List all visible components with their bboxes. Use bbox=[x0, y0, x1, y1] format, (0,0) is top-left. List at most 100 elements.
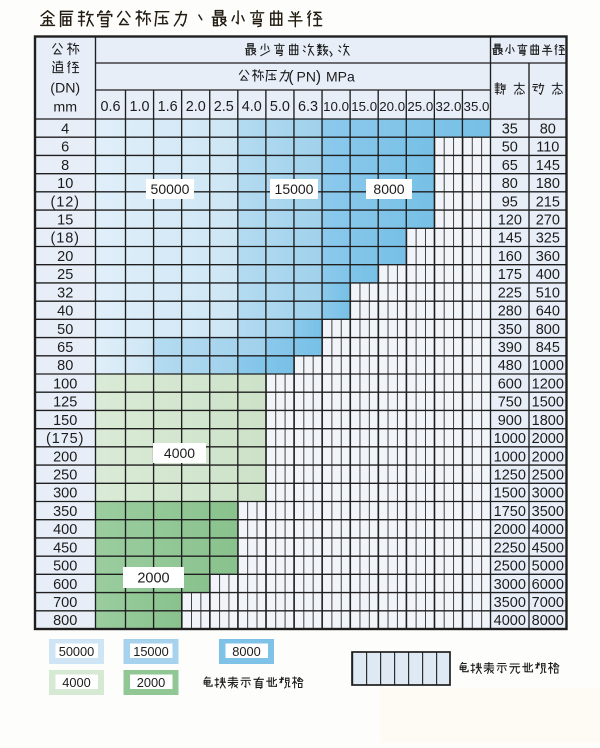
svg-text:280: 280 bbox=[498, 304, 522, 320]
svg-text:65: 65 bbox=[502, 158, 518, 174]
svg-text:2000: 2000 bbox=[494, 522, 526, 538]
svg-text:1500: 1500 bbox=[494, 486, 526, 502]
svg-text:3000: 3000 bbox=[494, 577, 526, 593]
svg-text:360: 360 bbox=[536, 249, 560, 265]
svg-text:1250: 1250 bbox=[494, 468, 526, 484]
svg-text:8000: 8000 bbox=[532, 613, 564, 629]
svg-text:160: 160 bbox=[498, 249, 522, 265]
svg-text:350: 350 bbox=[53, 504, 77, 520]
svg-text:(DN): (DN) bbox=[50, 81, 80, 97]
svg-text:450: 450 bbox=[53, 540, 77, 556]
svg-text:4000: 4000 bbox=[62, 675, 90, 690]
svg-text:(175): (175) bbox=[46, 431, 84, 447]
svg-text:4: 4 bbox=[61, 121, 69, 137]
svg-text:2.0: 2.0 bbox=[186, 99, 206, 115]
svg-text:100: 100 bbox=[53, 376, 77, 392]
svg-text:110: 110 bbox=[536, 140, 559, 156]
svg-text:1000: 1000 bbox=[494, 431, 526, 447]
svg-text:4000: 4000 bbox=[494, 613, 526, 629]
svg-text:95: 95 bbox=[502, 194, 518, 210]
svg-text:325: 325 bbox=[536, 231, 560, 247]
svg-text:4.0: 4.0 bbox=[242, 99, 262, 115]
svg-text:300: 300 bbox=[53, 486, 77, 502]
svg-text:270: 270 bbox=[536, 213, 560, 229]
svg-text:): ) bbox=[316, 69, 321, 86]
svg-text:845: 845 bbox=[536, 340, 560, 356]
svg-text:150: 150 bbox=[53, 413, 77, 429]
svg-text:500: 500 bbox=[53, 559, 77, 575]
svg-text:65: 65 bbox=[57, 340, 73, 356]
svg-text:8000: 8000 bbox=[232, 644, 260, 659]
svg-text:3500: 3500 bbox=[532, 504, 564, 520]
svg-text:40: 40 bbox=[57, 304, 73, 320]
svg-text:2.5: 2.5 bbox=[214, 99, 234, 115]
svg-text:2500: 2500 bbox=[532, 468, 564, 484]
svg-text:640: 640 bbox=[536, 304, 560, 320]
svg-text:8000: 8000 bbox=[373, 181, 404, 197]
svg-text:4500: 4500 bbox=[532, 540, 564, 556]
svg-text:80: 80 bbox=[502, 176, 518, 192]
svg-text:175: 175 bbox=[498, 267, 522, 283]
svg-text:15: 15 bbox=[57, 213, 73, 229]
svg-text:(: ( bbox=[288, 69, 294, 86]
svg-text:900: 900 bbox=[498, 413, 522, 429]
svg-text:25: 25 bbox=[57, 267, 73, 283]
svg-text:1500: 1500 bbox=[532, 395, 564, 411]
svg-text:10: 10 bbox=[57, 176, 73, 192]
svg-text:10.0: 10.0 bbox=[323, 99, 349, 114]
svg-text:MPa: MPa bbox=[326, 68, 355, 84]
svg-text:6000: 6000 bbox=[532, 577, 564, 593]
svg-text:15000: 15000 bbox=[275, 181, 314, 197]
svg-text:1.6: 1.6 bbox=[158, 99, 178, 115]
svg-text:50000: 50000 bbox=[151, 181, 190, 197]
svg-text:2250: 2250 bbox=[494, 540, 526, 556]
svg-text:1000: 1000 bbox=[532, 358, 564, 374]
svg-text:5000: 5000 bbox=[532, 559, 564, 575]
svg-text:145: 145 bbox=[536, 158, 560, 174]
svg-text:3000: 3000 bbox=[532, 486, 564, 502]
svg-text:200: 200 bbox=[53, 449, 77, 465]
svg-text:25.0: 25.0 bbox=[407, 99, 433, 114]
svg-text:(12): (12) bbox=[51, 194, 80, 210]
svg-text:1750: 1750 bbox=[494, 504, 526, 520]
svg-text:700: 700 bbox=[53, 595, 77, 611]
svg-text:1000: 1000 bbox=[494, 449, 526, 465]
svg-text:800: 800 bbox=[53, 613, 77, 629]
svg-text:390: 390 bbox=[498, 340, 522, 356]
svg-text:6: 6 bbox=[61, 140, 69, 156]
svg-text:3500: 3500 bbox=[494, 595, 526, 611]
svg-text:120: 120 bbox=[498, 213, 522, 229]
svg-text:215: 215 bbox=[536, 194, 560, 210]
svg-text:180: 180 bbox=[536, 176, 560, 192]
svg-text:mm: mm bbox=[53, 100, 77, 116]
svg-text:35: 35 bbox=[502, 121, 518, 137]
svg-text:800: 800 bbox=[536, 322, 560, 338]
svg-text:125: 125 bbox=[53, 395, 77, 411]
svg-text:80: 80 bbox=[540, 121, 556, 137]
svg-text:1200: 1200 bbox=[532, 376, 564, 392]
svg-text:2500: 2500 bbox=[494, 559, 526, 575]
svg-text:2000: 2000 bbox=[137, 570, 169, 586]
svg-text:145: 145 bbox=[498, 231, 522, 247]
svg-text:1800: 1800 bbox=[532, 413, 564, 429]
svg-text:PN: PN bbox=[297, 68, 316, 84]
svg-text:7000: 7000 bbox=[532, 595, 564, 611]
svg-text:600: 600 bbox=[498, 376, 522, 392]
svg-text:20.0: 20.0 bbox=[379, 99, 405, 114]
svg-text:350: 350 bbox=[498, 322, 522, 338]
svg-text:0.6: 0.6 bbox=[100, 99, 120, 115]
svg-text:8: 8 bbox=[61, 158, 69, 174]
svg-text:32.0: 32.0 bbox=[435, 99, 461, 114]
svg-text:1.0: 1.0 bbox=[129, 99, 149, 115]
svg-text:32: 32 bbox=[57, 285, 73, 301]
svg-text:510: 510 bbox=[536, 285, 560, 301]
svg-text:2000: 2000 bbox=[137, 675, 165, 690]
svg-text:2000: 2000 bbox=[532, 431, 564, 447]
svg-text:600: 600 bbox=[53, 577, 77, 593]
svg-text:15000: 15000 bbox=[133, 644, 169, 659]
svg-text:5.0: 5.0 bbox=[270, 99, 290, 115]
svg-text:(18): (18) bbox=[51, 231, 80, 247]
svg-text:400: 400 bbox=[536, 267, 560, 283]
svg-text:80: 80 bbox=[57, 358, 73, 374]
svg-text:750: 750 bbox=[498, 395, 522, 411]
